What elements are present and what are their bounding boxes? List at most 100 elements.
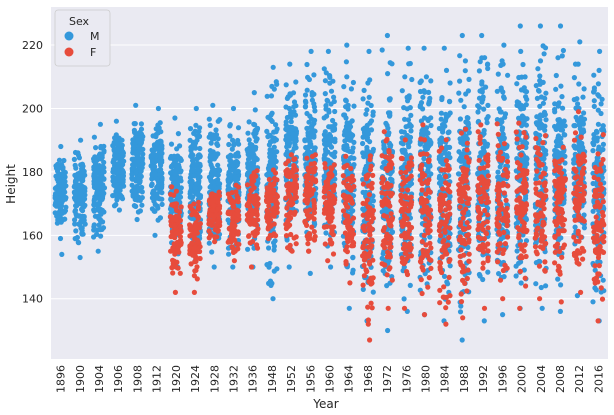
point-m xyxy=(428,78,434,84)
point-m xyxy=(230,264,236,270)
point-m xyxy=(363,131,369,137)
point-m xyxy=(215,177,221,183)
point-m xyxy=(539,124,545,131)
point-f xyxy=(215,219,221,225)
point-m xyxy=(226,141,232,148)
point-m xyxy=(119,147,125,153)
point-m xyxy=(500,61,506,67)
point-m xyxy=(324,97,330,103)
point-m xyxy=(479,32,485,39)
x-tick-label: 2004 xyxy=(535,365,548,393)
point-f xyxy=(178,204,184,210)
point-m xyxy=(61,157,67,164)
point-f xyxy=(267,232,273,238)
point-m xyxy=(192,128,198,134)
point-m xyxy=(273,158,279,164)
point-m xyxy=(75,150,81,156)
point-m xyxy=(154,184,160,190)
x-tick-label: 1928 xyxy=(208,365,221,393)
point-m xyxy=(311,134,317,140)
point-m xyxy=(293,79,299,85)
point-m xyxy=(555,135,561,141)
point-f xyxy=(215,196,221,202)
point-f xyxy=(174,230,180,236)
point-f xyxy=(325,258,331,264)
point-m xyxy=(323,103,329,109)
point-m xyxy=(350,208,356,214)
point-f xyxy=(248,187,255,193)
point-m xyxy=(177,175,183,181)
point-f xyxy=(232,223,238,229)
x-tick-label: 2000 xyxy=(516,365,529,393)
point-m xyxy=(149,158,156,164)
point-m xyxy=(288,119,294,125)
point-m xyxy=(76,155,82,161)
point-m xyxy=(370,289,376,295)
point-m xyxy=(598,101,604,107)
point-m xyxy=(387,60,393,66)
point-f xyxy=(172,251,178,257)
point-m xyxy=(499,125,506,131)
point-m xyxy=(71,156,77,162)
point-m xyxy=(417,141,423,147)
point-m xyxy=(73,212,79,218)
point-m xyxy=(341,84,347,90)
point-m xyxy=(235,137,241,144)
point-m xyxy=(553,86,559,92)
point-m xyxy=(110,178,116,184)
point-m xyxy=(481,318,487,324)
point-m xyxy=(96,184,102,190)
point-m xyxy=(480,276,486,283)
point-m xyxy=(504,154,510,160)
point-f xyxy=(306,231,312,237)
point-m xyxy=(426,101,432,107)
point-m xyxy=(246,137,252,143)
point-f xyxy=(206,221,212,227)
point-f xyxy=(305,236,311,242)
point-f xyxy=(329,166,335,172)
point-m xyxy=(135,137,142,143)
point-m xyxy=(401,147,407,153)
point-f xyxy=(225,239,231,245)
point-m xyxy=(307,270,313,276)
point-f xyxy=(271,181,277,187)
point-m xyxy=(72,221,78,227)
point-m xyxy=(175,162,182,168)
point-m xyxy=(328,143,334,150)
point-m xyxy=(158,162,164,168)
x-tick-label: 1912 xyxy=(151,365,164,393)
point-m xyxy=(158,139,164,145)
x-tick-label: 1924 xyxy=(189,365,202,393)
point-f xyxy=(304,155,310,161)
point-m xyxy=(575,61,581,67)
point-m xyxy=(291,104,297,110)
point-m xyxy=(77,175,83,181)
point-m xyxy=(332,108,338,115)
point-m xyxy=(516,74,522,81)
point-f xyxy=(229,229,235,235)
point-m xyxy=(153,175,159,181)
point-m xyxy=(167,206,174,212)
point-f xyxy=(286,191,292,197)
point-m xyxy=(120,169,126,175)
point-m xyxy=(590,148,596,154)
point-m xyxy=(594,129,600,135)
point-m xyxy=(349,148,355,155)
point-m xyxy=(523,94,529,100)
point-m xyxy=(540,79,546,85)
point-m xyxy=(226,169,232,175)
x-tick-label: 1960 xyxy=(324,365,337,393)
point-f xyxy=(287,242,293,248)
point-m xyxy=(444,153,450,159)
point-m xyxy=(78,137,84,143)
point-m xyxy=(591,136,597,142)
point-m xyxy=(254,156,260,162)
point-f xyxy=(177,223,184,229)
point-m xyxy=(323,70,329,76)
point-f xyxy=(306,248,312,254)
point-m xyxy=(215,118,221,124)
point-m xyxy=(596,67,602,73)
point-f xyxy=(343,259,349,265)
point-m xyxy=(518,48,524,55)
point-m xyxy=(245,160,251,167)
